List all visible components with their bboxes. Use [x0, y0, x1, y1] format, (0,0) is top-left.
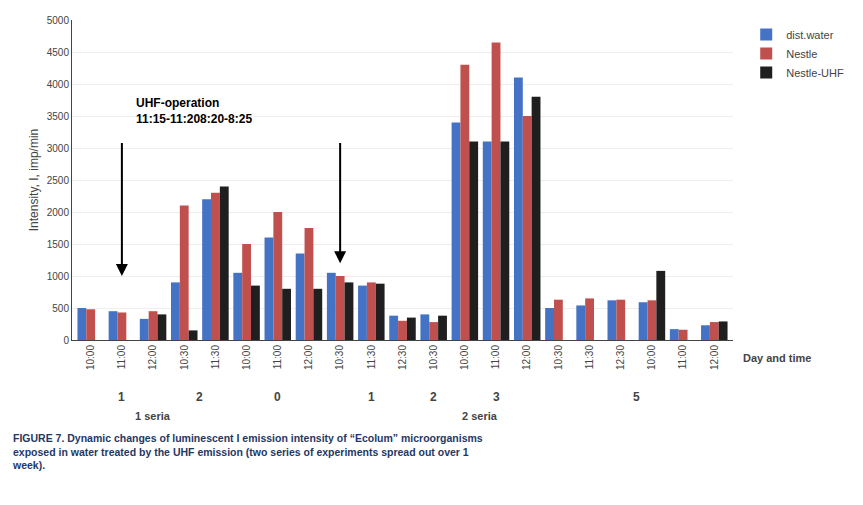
svg-text:1: 1 — [368, 390, 375, 404]
svg-text:2 seria: 2 seria — [462, 410, 498, 422]
svg-text:FIGURE 7. Dynamic changes of l: FIGURE 7. Dynamic changes of luminescent… — [12, 432, 483, 471]
svg-text:11:00: 11:00 — [272, 345, 283, 370]
svg-text:4000: 4000 — [47, 79, 70, 90]
svg-text:5000: 5000 — [47, 15, 70, 26]
svg-text:11:30: 11:30 — [210, 345, 221, 370]
svg-text:2500: 2500 — [47, 175, 70, 186]
svg-text:11:00: 11:00 — [116, 345, 127, 370]
svg-text:0: 0 — [63, 335, 69, 346]
svg-text:4500: 4500 — [47, 47, 70, 58]
svg-text:11:30: 11:30 — [366, 345, 377, 370]
svg-text:11:00: 11:00 — [677, 345, 688, 370]
svg-text:Intensity, I, imp/min: Intensity, I, imp/min — [27, 129, 41, 231]
svg-text:12:30: 12:30 — [397, 345, 408, 370]
svg-text:2: 2 — [196, 390, 203, 404]
svg-text:2: 2 — [430, 390, 437, 404]
svg-text:1500: 1500 — [47, 239, 70, 250]
svg-text:11:00: 11:00 — [490, 345, 501, 370]
svg-text:10:00: 10:00 — [85, 345, 96, 370]
svg-text:3000: 3000 — [47, 143, 70, 154]
svg-text:12:00: 12:00 — [521, 345, 532, 370]
svg-text:5: 5 — [633, 390, 640, 404]
svg-text:12:00: 12:00 — [709, 345, 720, 370]
svg-text:3: 3 — [493, 390, 500, 404]
svg-text:UHF-operation11:15-11:208:20-8: UHF-operation11:15-11:208:20-8:25 — [136, 96, 252, 126]
svg-text:10:00: 10:00 — [646, 345, 657, 370]
svg-text:12:00: 12:00 — [147, 345, 158, 370]
svg-text:10:30: 10:30 — [428, 345, 439, 370]
svg-text:10:00: 10:00 — [241, 345, 252, 370]
svg-text:10:30: 10:30 — [553, 345, 564, 370]
svg-text:dist.water: dist.water — [786, 29, 833, 41]
svg-text:11:30: 11:30 — [584, 345, 595, 370]
svg-text:1: 1 — [118, 390, 125, 404]
svg-text:0: 0 — [274, 390, 281, 404]
svg-text:3500: 3500 — [47, 111, 70, 122]
svg-text:10:30: 10:30 — [334, 345, 345, 370]
svg-text:500: 500 — [52, 303, 69, 314]
svg-text:Nestle: Nestle — [786, 48, 817, 60]
svg-text:12:30: 12:30 — [615, 345, 626, 370]
svg-text:2000: 2000 — [47, 207, 70, 218]
svg-text:10:00: 10:00 — [459, 345, 470, 370]
svg-text:Nestle-UHF: Nestle-UHF — [786, 67, 844, 79]
svg-text:1000: 1000 — [47, 271, 70, 282]
svg-text:12:00: 12:00 — [303, 345, 314, 370]
svg-text:1 seria: 1 seria — [135, 410, 171, 422]
svg-text:Day and time: Day and time — [743, 352, 811, 364]
svg-text:10:30: 10:30 — [179, 345, 190, 370]
